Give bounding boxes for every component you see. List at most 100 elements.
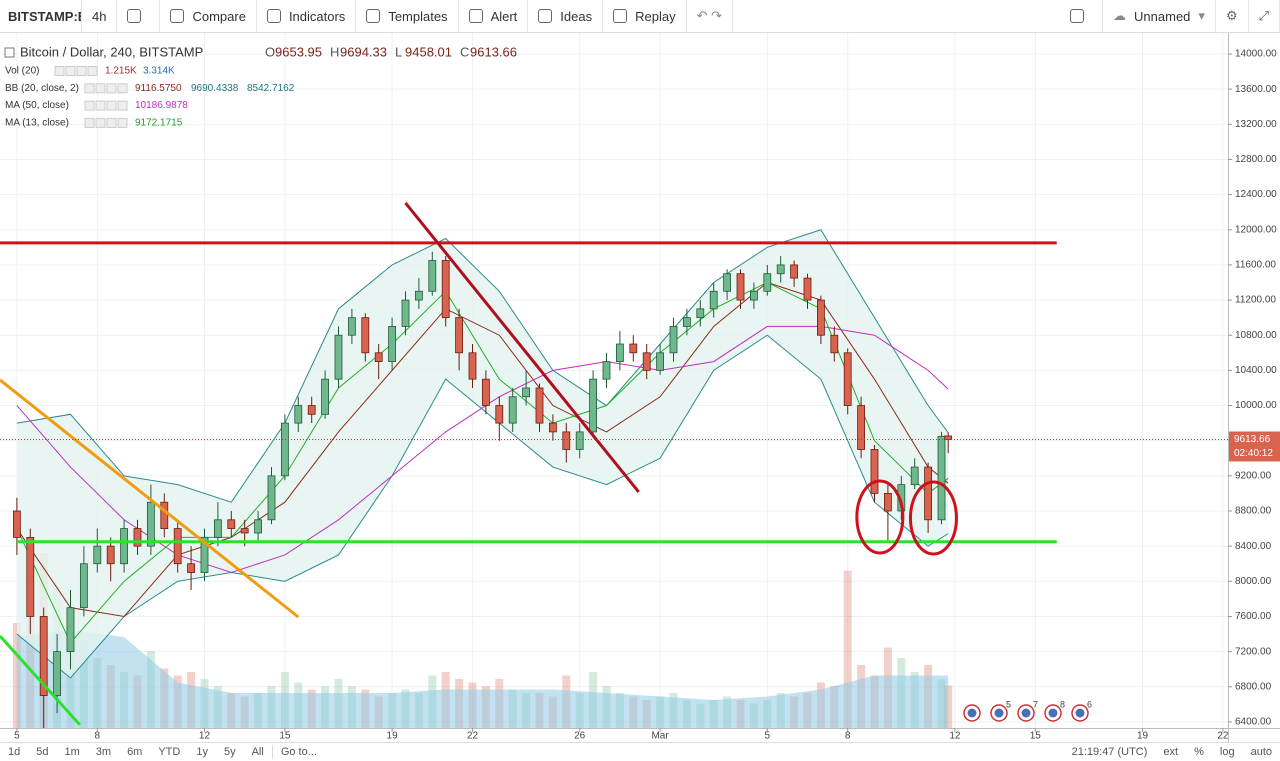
chart-style[interactable] <box>117 0 161 33</box>
event-count: 5 <box>1006 699 1011 709</box>
square-icon <box>1070 9 1085 23</box>
event-count: 8 <box>1060 699 1065 709</box>
y-tick-label: 11200.00 <box>1235 295 1276 306</box>
axis-option[interactable]: log <box>1219 746 1235 758</box>
clock: 21:19:47 (UTC) <box>1071 746 1148 758</box>
candle-body <box>749 290 758 301</box>
toolbar-button[interactable]: Compare <box>160 0 257 33</box>
x-tick-label: 19 <box>387 731 399 742</box>
y-tick-label: 9200.00 <box>1235 470 1272 481</box>
ohlc-value: 9458.01 <box>405 44 452 59</box>
toolbar-button[interactable]: Alert <box>459 0 529 33</box>
ohlc-value: 9694.33 <box>340 44 387 59</box>
candle-body <box>307 405 316 415</box>
event-count: 6 <box>1087 699 1092 709</box>
candle-body <box>615 343 624 362</box>
candle-body <box>656 352 664 371</box>
undo[interactable]: ↶ ↷ <box>687 0 733 33</box>
candle-body <box>334 334 343 380</box>
candle-body <box>213 519 222 538</box>
toolbar-button[interactable]: Templates <box>356 0 459 33</box>
ohlc-letter: H <box>330 44 339 59</box>
candle-body <box>79 563 88 609</box>
axis-option[interactable]: auto <box>1250 746 1272 758</box>
button-icon <box>613 9 628 23</box>
goto[interactable]: Go to... <box>280 746 317 758</box>
candle-body <box>857 405 866 450</box>
x-tick-label: 8 <box>845 731 851 742</box>
candle-body <box>495 405 504 424</box>
expand[interactable]: ⤢ <box>1249 0 1280 33</box>
indicator-value: 10186.9878 <box>135 100 188 111</box>
indicator-name: MA (13, close) <box>5 118 69 129</box>
toolbar-buttons: Compare Indicators Templates Alert Ideas Repl… <box>160 0 687 33</box>
range-button[interactable]: 1m <box>64 746 80 758</box>
y-tick-label: 12800.00 <box>1235 154 1277 165</box>
range-button[interactable]: 3m <box>95 746 112 758</box>
y-tick-label: 12000.00 <box>1235 224 1277 235</box>
candle-body <box>53 651 61 696</box>
button-label: Ideas <box>560 8 593 24</box>
button-label: Templates <box>388 8 448 24</box>
y-tick-label: 8000.00 <box>1235 576 1272 587</box>
axis-option[interactable]: ext <box>1163 746 1179 758</box>
symbol[interactable]: BITSTAMP:E <box>0 0 82 33</box>
candle-body <box>26 536 35 617</box>
x-tick-label: Mar <box>651 731 669 742</box>
range-button[interactable]: 1d <box>8 746 21 758</box>
event-icon-inner <box>994 708 1004 718</box>
range-button[interactable]: YTD <box>158 746 181 758</box>
candle-body <box>347 317 356 336</box>
candle-body <box>455 317 463 354</box>
x-tick-label: 8 <box>95 731 101 742</box>
candle-body <box>776 264 785 275</box>
toolbar-button[interactable]: Indicators <box>257 0 357 33</box>
candle-body <box>736 273 745 301</box>
x-tick-label: 22 <box>467 731 479 742</box>
indicator-value: 9690.4338 <box>191 83 239 94</box>
ohlc-value: 9613.66 <box>470 44 517 59</box>
candle-body <box>924 466 933 521</box>
x-tick-label: 22 <box>1217 731 1229 742</box>
axis-option[interactable]: % <box>1194 746 1204 758</box>
layout-name: Unnamed <box>1134 8 1191 24</box>
volume-bar <box>843 570 852 728</box>
range-button[interactable]: All <box>251 746 264 758</box>
x-tick-label: 5 <box>14 731 20 742</box>
fullscreen-toggle[interactable] <box>1060 0 1104 33</box>
candle-body <box>93 545 102 565</box>
indicator-control <box>117 100 128 111</box>
candle-body <box>548 422 557 433</box>
toolbar-button[interactable]: Ideas <box>528 0 604 33</box>
range-button[interactable]: 5y <box>223 746 236 758</box>
ohlc-value: 9653.95 <box>275 44 322 59</box>
candle-body <box>575 431 584 450</box>
indicator-name: MA (50, close) <box>5 100 69 111</box>
indicator-control <box>117 83 128 94</box>
y-tick-label: 13600.00 <box>1235 84 1277 95</box>
button-icon <box>538 9 553 23</box>
y-tick-label: 6400.00 <box>1235 717 1272 728</box>
layout[interactable]: ☁ Unnamed ▾ <box>1103 0 1216 33</box>
event-icon-inner <box>1048 708 1058 718</box>
interval[interactable]: 4h <box>82 0 118 33</box>
candle-body <box>200 536 209 573</box>
chart-title: Bitcoin / Dollar, 240, BITSTAMP <box>20 44 203 59</box>
candle-body <box>468 352 477 380</box>
candle-body <box>187 563 195 573</box>
indicator-control <box>117 117 128 128</box>
options: ext% log auto <box>1155 746 1280 758</box>
last-price-box <box>1229 431 1280 462</box>
settings[interactable]: ⚙ <box>1216 0 1249 33</box>
collapse-icon <box>4 47 15 58</box>
candle-body <box>428 260 437 292</box>
range-button[interactable]: 6m <box>127 746 143 758</box>
y-tick-label: 13200.00 <box>1235 119 1277 130</box>
indicator-control <box>87 66 98 76</box>
range-button[interactable]: 1y <box>196 746 208 758</box>
range-button[interactable]: 5d <box>36 746 49 758</box>
indicator-control <box>76 66 87 76</box>
toolbar-button[interactable]: Replay <box>603 0 687 33</box>
candle-body <box>937 435 946 521</box>
